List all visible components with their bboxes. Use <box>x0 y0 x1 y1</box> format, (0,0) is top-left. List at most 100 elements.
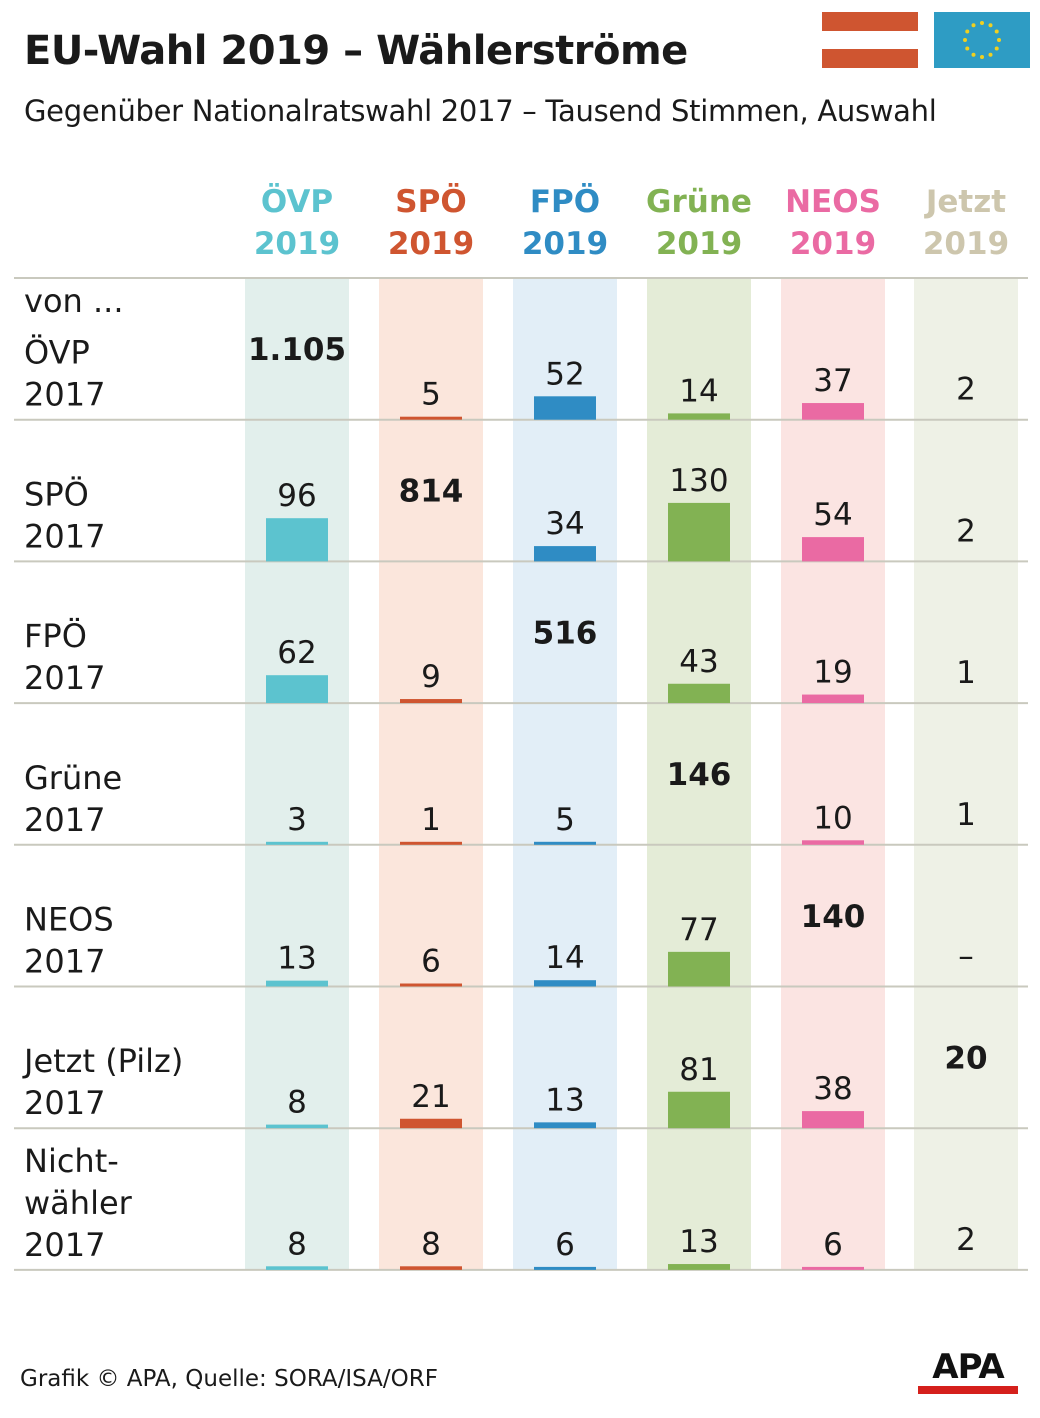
source-credit: Grafik © APA, Quelle: SORA/ISA/ORF <box>20 1366 438 1392</box>
row-label: 2017 <box>24 1084 105 1122</box>
flow-bar <box>668 413 730 420</box>
flow-bar <box>534 841 596 845</box>
eu-star <box>971 52 976 57</box>
value-label: 8 <box>421 1226 441 1262</box>
value-label-diagonal: 146 <box>667 757 732 793</box>
value-label: 1 <box>956 797 976 833</box>
row-label: 2017 <box>24 801 105 839</box>
value-label: 5 <box>421 377 441 413</box>
value-label: 43 <box>679 644 718 680</box>
row-label: 2017 <box>24 943 105 981</box>
flow-bar <box>802 537 864 562</box>
flow-bar <box>266 675 328 704</box>
eu-star <box>988 23 993 28</box>
value-label: 130 <box>669 463 728 499</box>
flow-bar <box>400 983 462 987</box>
flow-bar <box>534 546 596 562</box>
eu-star <box>994 29 999 34</box>
flow-bar <box>400 1118 462 1129</box>
value-label: 13 <box>277 941 316 977</box>
eu-flag <box>934 12 1030 68</box>
flow-bar <box>266 1124 328 1129</box>
flow-bar <box>400 1266 462 1270</box>
value-label: 8 <box>287 1085 307 1121</box>
value-label: 81 <box>679 1052 718 1088</box>
apa-logo-bar <box>918 1386 1018 1394</box>
value-label-diagonal: 814 <box>399 474 464 510</box>
chart-title: EU-Wahl 2019 – Wählerströme <box>24 28 688 74</box>
column-header: 2019 <box>522 226 608 262</box>
flow-bar <box>400 416 462 420</box>
eu-star <box>994 46 999 51</box>
value-label: 6 <box>823 1227 843 1263</box>
value-label-diagonal: 20 <box>944 1041 987 1077</box>
flow-bar <box>534 1122 596 1129</box>
flow-bar <box>534 980 596 987</box>
column-header: Grüne <box>646 184 752 220</box>
column-background <box>781 278 885 1270</box>
column-header: FPÖ <box>530 183 600 220</box>
column-background <box>379 278 483 1270</box>
row-label: 2017 <box>24 1226 105 1264</box>
column-header: SPÖ <box>395 183 466 220</box>
flow-bar <box>400 841 462 845</box>
flow-bar <box>802 694 864 704</box>
column-header: 2019 <box>656 226 742 262</box>
value-label: 2 <box>956 372 976 408</box>
value-label: 19 <box>813 655 852 691</box>
row-label: 2017 <box>24 376 105 414</box>
row-label: Jetzt (Pilz) <box>22 1042 183 1080</box>
value-label: 9 <box>421 659 441 695</box>
flow-bar <box>802 403 864 420</box>
apa-logo: APA <box>918 1350 1018 1394</box>
value-label: 2 <box>956 513 976 549</box>
flow-bar <box>266 1266 328 1270</box>
value-label: 37 <box>813 363 852 399</box>
value-label: 38 <box>813 1071 852 1107</box>
flow-bar <box>668 683 730 704</box>
column-header: 2019 <box>388 226 474 262</box>
eu-star <box>997 38 1001 42</box>
value-label: 96 <box>277 478 316 514</box>
row-label: FPÖ <box>24 617 87 655</box>
column-header: Jetzt <box>924 184 1006 220</box>
column-header: 2019 <box>790 226 876 262</box>
value-label: 13 <box>679 1224 718 1260</box>
value-label: 6 <box>555 1227 575 1263</box>
eu-star <box>980 55 984 59</box>
row-label: NEOS <box>24 901 114 939</box>
apa-logo-text: APA <box>932 1347 1004 1387</box>
eu-star <box>971 23 976 28</box>
flow-bar <box>668 1091 730 1129</box>
value-label: 10 <box>813 800 852 836</box>
column-header: ÖVP <box>261 183 333 220</box>
value-label: – <box>958 939 974 975</box>
value-label: 14 <box>545 940 584 976</box>
row-label: Nicht- <box>24 1142 119 1180</box>
value-label: 62 <box>277 635 316 671</box>
value-label: 77 <box>679 912 718 948</box>
value-label: 1 <box>421 802 441 838</box>
value-label: 5 <box>555 802 575 838</box>
eu-star <box>965 46 970 51</box>
column-header: NEOS <box>785 184 881 220</box>
value-label: 1 <box>956 655 976 691</box>
row-label: SPÖ <box>24 475 89 513</box>
value-label: 54 <box>813 497 852 533</box>
column-background <box>914 278 1018 1270</box>
row-label: 2017 <box>24 659 105 697</box>
eu-star <box>980 21 984 25</box>
flow-bar <box>802 1111 864 1129</box>
chart-subtitle: Gegenüber Nationalratswahl 2017 – Tausen… <box>24 94 937 128</box>
value-label: 2 <box>956 1222 976 1258</box>
flow-bar <box>668 1264 730 1270</box>
value-label: 3 <box>287 802 307 838</box>
row-header-prefix: von ... <box>24 282 123 320</box>
flow-bar <box>802 1266 864 1270</box>
flow-bar <box>668 951 730 987</box>
value-label-diagonal: 140 <box>801 899 866 935</box>
value-label: 14 <box>679 373 718 409</box>
eu-star <box>963 38 967 42</box>
value-label-diagonal: 1.105 <box>248 332 346 368</box>
